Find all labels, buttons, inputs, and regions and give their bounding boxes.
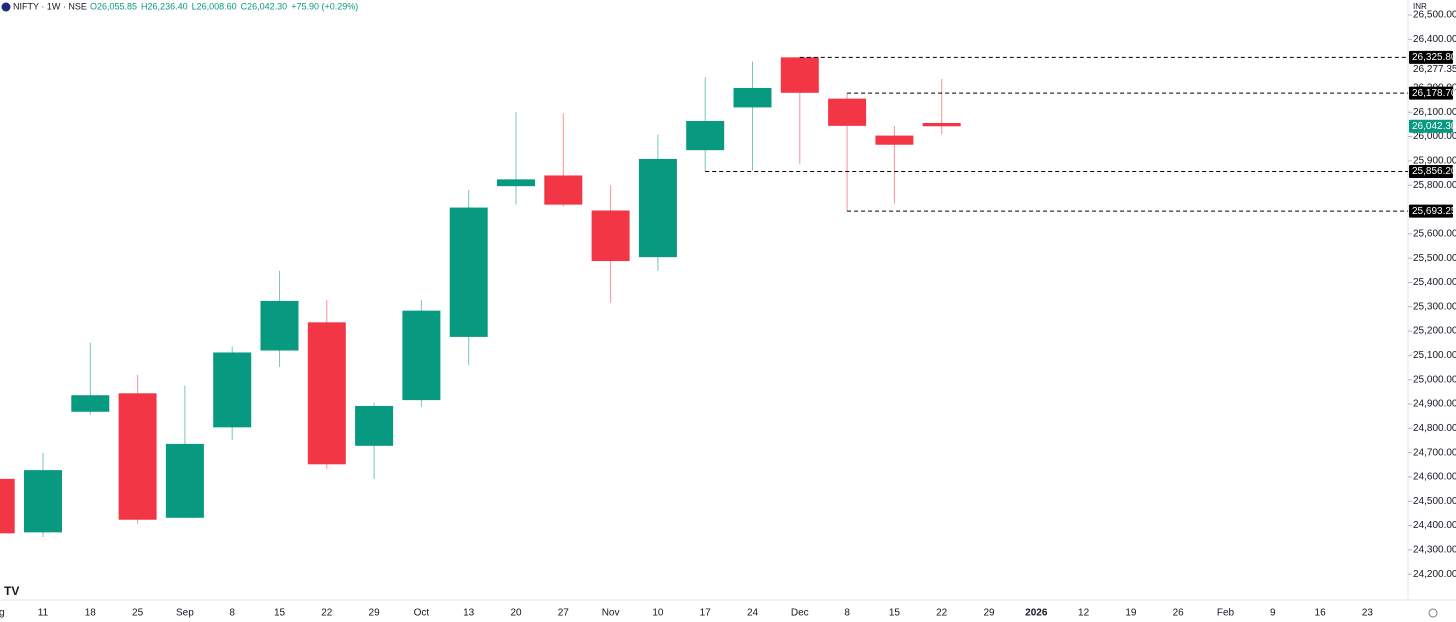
x-tick-label: 27	[558, 608, 570, 619]
level-label-box	[1409, 86, 1453, 100]
candle-body	[686, 121, 725, 151]
y-tick-label: 25,800.00	[1413, 180, 1456, 191]
candle-body	[828, 98, 867, 126]
x-tick-label: 19	[1125, 608, 1137, 619]
x-tick-label: 17	[700, 608, 712, 619]
level-label-box	[1409, 50, 1453, 64]
x-tick-label: Dec	[791, 608, 809, 619]
candle-body	[307, 322, 346, 465]
candle-body	[71, 395, 110, 412]
y-tick-label: 25,100.00	[1413, 350, 1456, 361]
ohlc-value: H26,236.40	[141, 1, 188, 11]
y-tick-label: 24,700.00	[1413, 447, 1456, 458]
x-tick-label: Sep	[176, 608, 194, 619]
symbol: NIFTY · 1W · NSE	[13, 1, 87, 11]
y-tick-label: 24,400.00	[1413, 520, 1456, 531]
x-tick-label: 15	[274, 608, 286, 619]
x-tick-label: Aug	[0, 608, 5, 619]
x-tick-label: 23	[1362, 608, 1374, 619]
currency: INR	[1413, 2, 1427, 11]
candle-body	[544, 175, 583, 205]
x-tick-label: 29	[369, 608, 381, 619]
x-tick-label: 8	[844, 608, 850, 619]
x-tick-label: 26	[1173, 608, 1185, 619]
x-tick-label: 8	[229, 608, 235, 619]
y-tick-label: 26,500.00	[1413, 10, 1456, 21]
level-label: 26,178.70	[1412, 88, 1456, 99]
logo: TV	[4, 584, 19, 598]
x-tick-label: 9	[1270, 608, 1276, 619]
last-price-label: 26,042.30	[1412, 121, 1456, 132]
x-tick-label: 22	[936, 608, 948, 619]
level-label-box	[1409, 204, 1453, 218]
y-tick-label: 24,800.00	[1413, 423, 1456, 434]
candle-body	[733, 87, 772, 108]
candle-body	[0, 478, 15, 534]
y-tick-label: 24,900.00	[1413, 399, 1456, 410]
level-label: 25,856.20	[1412, 166, 1456, 177]
candle-body	[260, 300, 299, 351]
price-mark-label: 26,277.35	[1413, 64, 1456, 75]
y-tick-label: 24,300.00	[1413, 545, 1456, 556]
settings-icon[interactable]	[1428, 608, 1438, 618]
x-tick-label: 12	[1078, 608, 1090, 619]
candle-body	[449, 207, 488, 337]
ohlc-value: O26,055.85	[90, 1, 137, 11]
ohlc-value: +75.90 (+0.29%)	[291, 1, 358, 11]
y-tick-label: 24,600.00	[1413, 472, 1456, 483]
y-tick-label: 26,100.00	[1413, 107, 1456, 118]
candle-body	[118, 393, 157, 520]
x-tick-label: Feb	[1217, 608, 1235, 619]
candle-body	[591, 210, 630, 262]
x-tick-label: 18	[85, 608, 97, 619]
x-tick-label: 10	[652, 608, 664, 619]
y-tick-label: 25,400.00	[1413, 277, 1456, 288]
candle-body	[922, 122, 961, 127]
symbol-icon	[1, 2, 11, 12]
x-tick-label: 24	[747, 608, 759, 619]
candle-body	[780, 57, 819, 93]
y-tick-label: 26,400.00	[1413, 34, 1456, 45]
x-tick-label: 16	[1315, 608, 1327, 619]
y-tick-label: 26,000.00	[1413, 131, 1456, 142]
x-tick-label: 15	[889, 608, 901, 619]
x-tick-label: 22	[321, 608, 333, 619]
level-label: 26,325.80	[1412, 52, 1456, 63]
candle-body	[638, 158, 677, 258]
ohlc-value: L26,008.60	[192, 1, 237, 11]
y-tick-label: 24,500.00	[1413, 496, 1456, 507]
y-tick-label: 25,300.00	[1413, 301, 1456, 312]
x-tick-label: 29	[983, 608, 995, 619]
x-tick-label: 20	[510, 608, 522, 619]
level-label: 25,693.25	[1412, 206, 1456, 217]
candle-body	[213, 352, 252, 428]
y-tick-label: 25,900.00	[1413, 156, 1456, 167]
y-tick-label: 25,000.00	[1413, 374, 1456, 385]
x-tick-label: 2026	[1025, 608, 1048, 619]
candle-body	[24, 470, 62, 533]
y-tick-label: 24,200.00	[1413, 569, 1456, 580]
candle-body	[402, 310, 441, 401]
candle-body	[875, 135, 914, 145]
x-tick-label: 13	[463, 608, 475, 619]
candle-body	[355, 405, 394, 446]
x-tick-label: 11	[38, 608, 49, 619]
x-tick-label: 25	[132, 608, 144, 619]
candle-body	[497, 179, 535, 187]
ohlc-value: C26,042.30	[241, 1, 288, 11]
y-tick-label: 25,500.00	[1413, 253, 1456, 264]
last-price-box	[1409, 119, 1453, 133]
candle-body	[165, 443, 204, 518]
y-tick-label: 25,200.00	[1413, 326, 1456, 337]
x-tick-label: Nov	[602, 608, 620, 619]
x-tick-label: Oct	[414, 608, 430, 619]
y-tick-label: 25,600.00	[1413, 228, 1456, 239]
level-label-box	[1409, 165, 1453, 179]
